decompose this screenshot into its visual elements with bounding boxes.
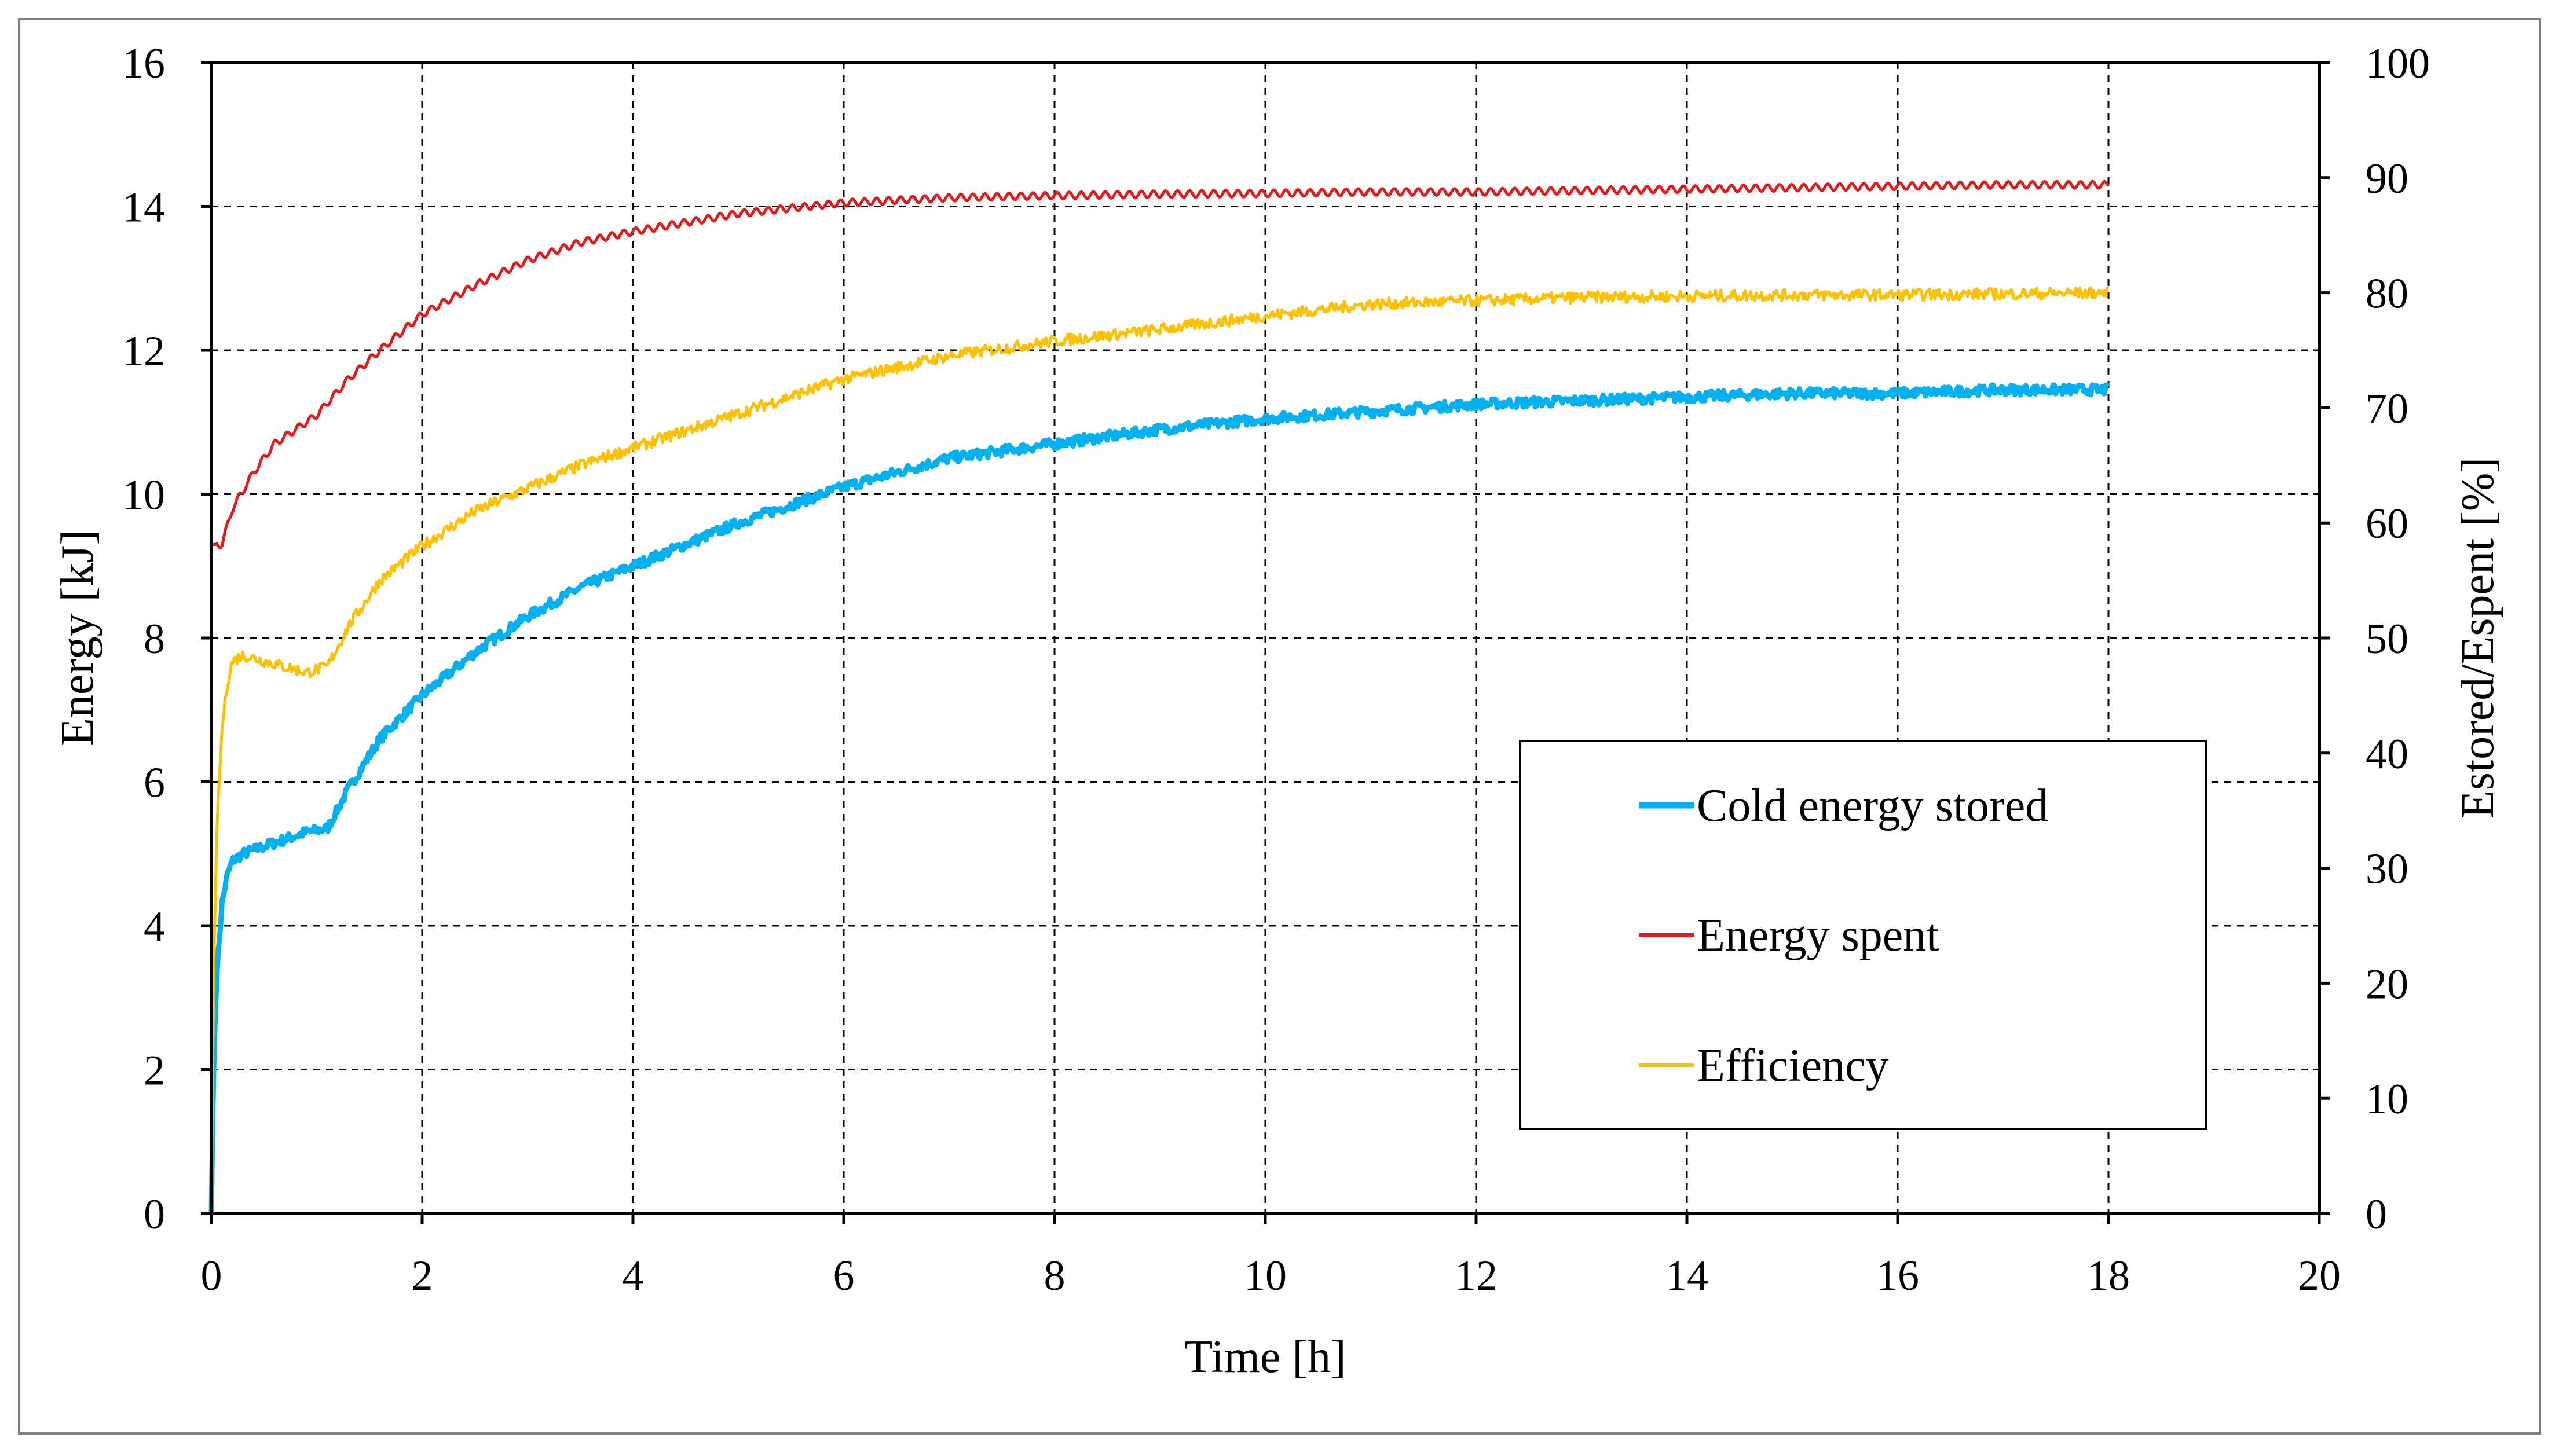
y2-tick-label: 100: [2366, 40, 2430, 87]
y-tick-label: 4: [144, 903, 165, 951]
y2-tick-label: 30: [2366, 846, 2408, 893]
y2-tick-label: 90: [2366, 155, 2408, 203]
y2-tick-label: 40: [2366, 731, 2408, 778]
y2-axis-title: Estored/Espent [%]: [2452, 457, 2503, 819]
x-tick-label: 10: [1244, 1252, 1287, 1300]
x-tick-label: 20: [2298, 1252, 2341, 1300]
series-line-cold-energy-stored: [208, 382, 2111, 1214]
series-line-energy-spent: [211, 179, 2110, 549]
legend: Cold energy stored Energy spent Efficien…: [1519, 740, 2207, 1130]
x-tick-label: 6: [833, 1252, 855, 1300]
y-tick-label: 2: [144, 1047, 165, 1095]
y2-tick-label: 60: [2366, 500, 2408, 548]
x-tick-label: 0: [201, 1252, 222, 1300]
tick-labels: 0 2 4 6 8 10 12 14 16 18 20 0 2 4 6 8 10 12 14 16 0 10 20 30 40 5…: [122, 40, 2430, 1300]
y-tick-label: 8: [144, 615, 165, 663]
y2-tick-label: 50: [2366, 615, 2408, 663]
x-tick-label: 12: [1455, 1252, 1498, 1300]
y2-tick-label: 0: [2366, 1191, 2387, 1238]
legend-box: [1519, 740, 2207, 1130]
y-tick-label: 10: [122, 472, 165, 519]
series-line-efficiency: [210, 285, 2110, 1214]
y-axis-title: Energy [kJ]: [52, 530, 103, 746]
legend-label-energy-spent: Energy spent: [1697, 910, 1939, 961]
y2-tick-label: 20: [2366, 960, 2408, 1008]
x-tick-label: 2: [412, 1252, 433, 1300]
y-tick-label: 6: [144, 760, 165, 807]
legend-label-efficiency: Efficiency: [1697, 1040, 1889, 1091]
y-tick-label: 16: [122, 40, 165, 87]
y2-tick-label: 70: [2366, 385, 2408, 432]
x-axis-title: Time [h]: [1184, 1332, 1346, 1382]
y-tick-label: 12: [122, 328, 165, 375]
ticks: [201, 61, 2330, 1224]
chart-frame: [18, 18, 2541, 1435]
y-tick-label: 0: [144, 1191, 165, 1238]
y2-tick-label: 80: [2366, 270, 2408, 318]
x-tick-label: 16: [1876, 1252, 1919, 1300]
x-tick-label: 8: [1044, 1252, 1066, 1300]
legend-label-cold-energy-stored: Cold energy stored: [1697, 780, 2048, 831]
y-tick-label: 14: [122, 184, 165, 232]
x-tick-label: 14: [1665, 1252, 1708, 1300]
y2-tick-label: 10: [2366, 1076, 2408, 1123]
series-layer: [208, 179, 2111, 1214]
x-tick-label: 4: [623, 1252, 644, 1300]
x-tick-label: 18: [2087, 1252, 2130, 1300]
